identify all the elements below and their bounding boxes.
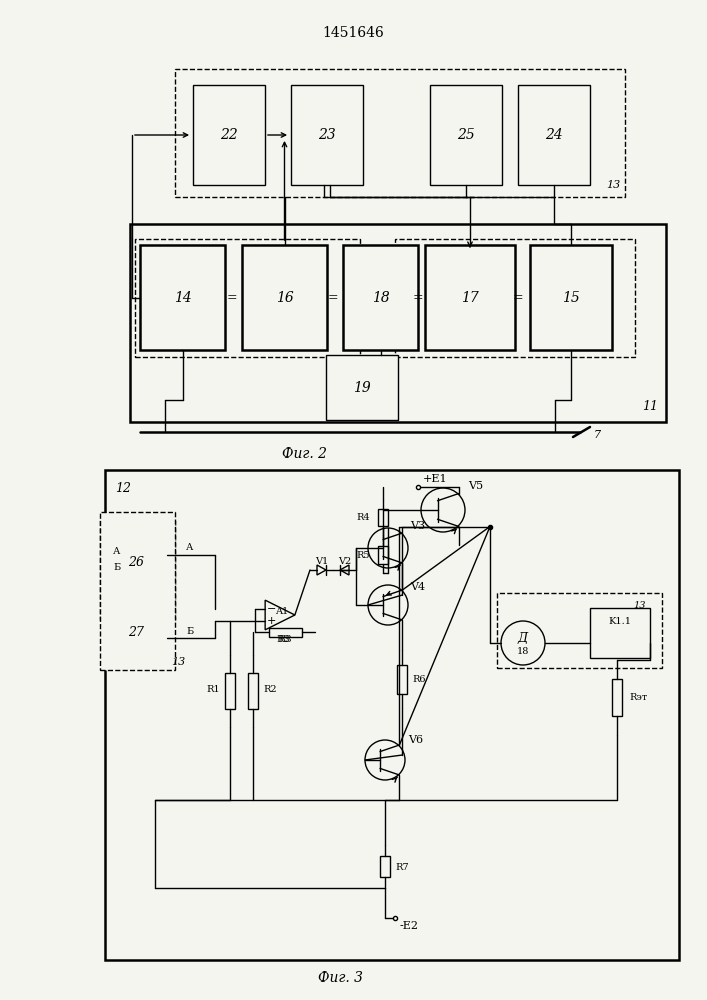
- Text: Б: Б: [187, 626, 194, 636]
- Text: 16: 16: [276, 290, 293, 304]
- Text: 22: 22: [220, 128, 238, 142]
- Text: А: А: [113, 548, 121, 556]
- Bar: [140, 245, 225, 350]
- Text: R1: R1: [206, 686, 220, 694]
- Bar: [104, 604, 167, 662]
- Text: +E1: +E1: [423, 474, 448, 484]
- Text: 18: 18: [517, 647, 529, 656]
- Text: 14: 14: [174, 290, 192, 304]
- Text: -E2: -E2: [400, 921, 419, 931]
- Text: Б: Б: [113, 562, 121, 572]
- Text: R5: R5: [356, 550, 370, 560]
- Bar: [225, 673, 235, 709]
- Text: 26: 26: [128, 556, 144, 570]
- Text: Фиг. 3: Фиг. 3: [317, 971, 363, 985]
- Text: K1.1: K1.1: [609, 617, 631, 626]
- Bar: [380, 856, 390, 877]
- Bar: [395, 239, 635, 357]
- Text: R4: R4: [356, 513, 370, 522]
- Bar: [343, 245, 418, 350]
- Bar: [135, 239, 360, 357]
- Bar: [105, 470, 679, 960]
- Text: =: =: [227, 292, 238, 304]
- Text: 13: 13: [633, 600, 646, 609]
- Text: 25: 25: [457, 128, 475, 142]
- Text: Д: Д: [518, 632, 528, 645]
- Bar: [397, 664, 407, 694]
- Text: R7: R7: [395, 862, 409, 871]
- Text: =: =: [513, 292, 523, 304]
- Text: R6: R6: [412, 676, 426, 684]
- Text: V1: V1: [315, 556, 328, 566]
- Bar: [269, 628, 301, 637]
- Bar: [378, 509, 388, 526]
- Bar: [248, 673, 258, 709]
- Bar: [175, 69, 625, 197]
- Text: V2: V2: [338, 556, 351, 566]
- Bar: [425, 245, 515, 350]
- Text: 19: 19: [353, 380, 371, 394]
- Bar: [590, 608, 650, 658]
- Text: 18: 18: [372, 290, 390, 304]
- Text: 11: 11: [642, 399, 658, 412]
- Bar: [100, 512, 175, 670]
- Text: R3: R3: [276, 636, 290, 645]
- Text: 24: 24: [545, 128, 563, 142]
- Bar: [326, 355, 398, 420]
- Text: Фиг. 2: Фиг. 2: [283, 447, 327, 461]
- Text: 15: 15: [562, 290, 580, 304]
- Text: A1: A1: [275, 607, 288, 616]
- Text: R2: R2: [263, 686, 276, 694]
- Text: Rэт: Rэт: [629, 694, 647, 702]
- Bar: [612, 679, 622, 716]
- Text: R3: R3: [278, 636, 292, 645]
- Text: V4: V4: [410, 582, 425, 592]
- Text: −: −: [267, 604, 276, 614]
- Text: =: =: [327, 292, 339, 304]
- Text: А: А: [187, 544, 194, 552]
- Bar: [100, 520, 175, 620]
- Text: 13: 13: [606, 180, 620, 190]
- Text: 13: 13: [171, 657, 185, 667]
- Text: 17: 17: [461, 290, 479, 304]
- Bar: [430, 85, 502, 185]
- Bar: [104, 528, 167, 600]
- Text: 12: 12: [115, 482, 131, 494]
- Bar: [242, 245, 327, 350]
- Text: 23: 23: [318, 128, 336, 142]
- Text: +: +: [267, 616, 276, 626]
- Bar: [518, 85, 590, 185]
- Text: V6: V6: [408, 735, 423, 745]
- Bar: [130, 224, 666, 422]
- Text: 1451646: 1451646: [322, 26, 384, 40]
- Bar: [530, 245, 612, 350]
- Bar: [378, 546, 388, 564]
- Bar: [291, 85, 363, 185]
- Bar: [193, 85, 265, 185]
- Text: V5: V5: [468, 481, 483, 491]
- Bar: [497, 593, 662, 668]
- Text: =: =: [413, 292, 423, 304]
- Text: V3: V3: [410, 521, 425, 531]
- Text: 7: 7: [593, 430, 600, 440]
- Text: 27: 27: [128, 626, 144, 639]
